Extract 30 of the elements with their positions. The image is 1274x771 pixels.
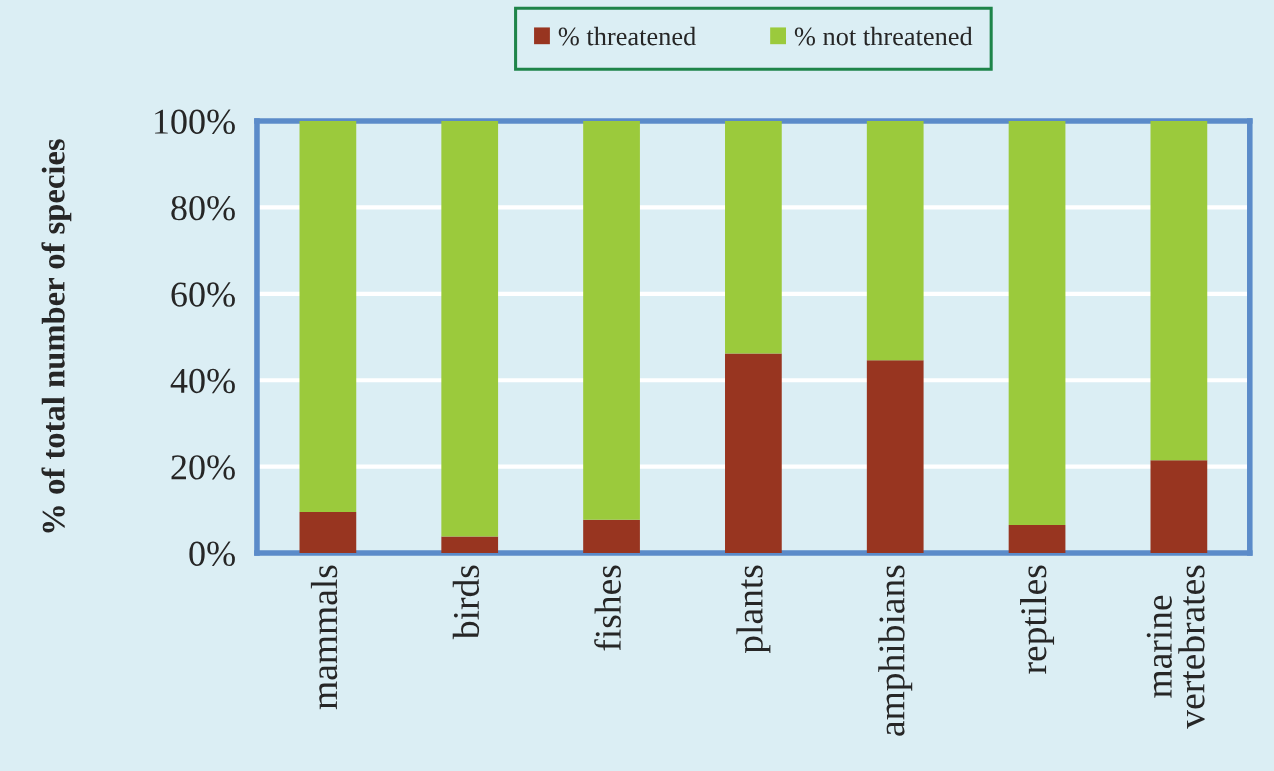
bar [866,121,924,361]
y-axis-title: % of total number of species [41,139,72,533]
bar [866,360,924,554]
x-tick-label: fishes [594,565,621,651]
y-tick-label: 0% [189,541,235,567]
legend-label: % not threatened [794,26,973,46]
bar [725,121,782,354]
y-tick-label: 100% [155,109,235,135]
bar [583,519,640,554]
bar [725,353,782,554]
bar [441,121,499,537]
bar [299,512,357,554]
y-tick-label: 60% [171,282,235,307]
y-tick-label: 40% [170,368,235,394]
y-tick-label: 80% [171,195,235,221]
x-tick-label: marine vertebrates [1146,565,1205,729]
legend-label: % threatened [558,26,696,46]
bar [441,536,499,554]
bar [1150,121,1208,461]
x-tick-label: mammals [310,565,338,710]
bar [1008,121,1066,525]
y-tick-label: 20% [171,455,235,480]
bar [299,121,357,512]
x-tick-label: birds [452,565,480,640]
x-tick-label: reptiles [1020,565,1055,674]
bar [1008,524,1066,554]
x-tick-label: plants [736,565,771,654]
bar [583,121,640,520]
x-tick-label: amphibians [878,565,913,736]
bar [1150,460,1208,554]
